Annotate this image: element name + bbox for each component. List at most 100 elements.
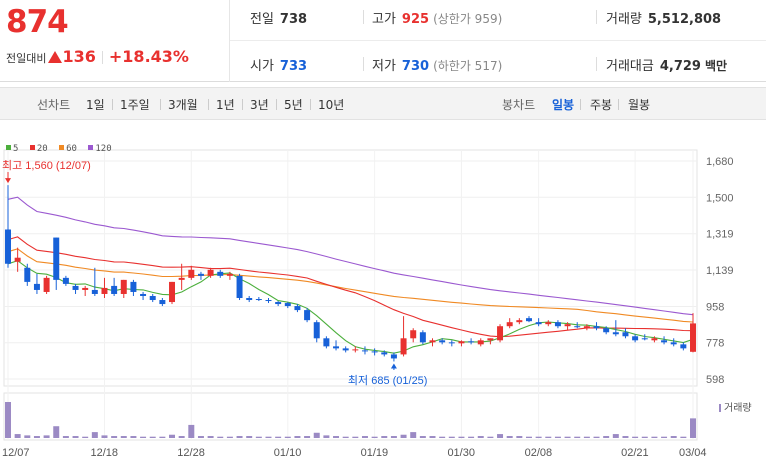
candle-body — [574, 326, 581, 328]
volume-bar — [265, 436, 272, 438]
candle-body — [188, 269, 195, 278]
high-value: 925 — [401, 12, 430, 27]
candle-body — [72, 285, 79, 290]
candle-body — [371, 351, 378, 353]
volume-bar — [535, 436, 542, 438]
volume-bar — [651, 436, 658, 438]
volume-bar — [333, 436, 340, 438]
volume-bar — [53, 426, 60, 438]
change-amount: 136 — [62, 47, 96, 66]
y-tick-label: 778 — [706, 338, 724, 350]
lower-limit: (하한가 517) — [433, 59, 503, 73]
tab-daily[interactable]: 일봉 — [552, 98, 575, 112]
tab-3m[interactable]: 3개월 — [168, 98, 198, 112]
candle-body — [390, 354, 397, 359]
tab-3y[interactable]: 3년 — [250, 98, 269, 112]
candle-body — [265, 300, 272, 302]
volume-bar — [439, 436, 446, 438]
volume-bar — [661, 436, 668, 438]
candle-body — [101, 287, 108, 294]
candle-body — [207, 269, 214, 276]
candle-body — [545, 322, 552, 325]
x-tick-label: 12/28 — [177, 447, 205, 459]
divider — [310, 99, 311, 110]
volume-bar — [120, 436, 127, 438]
candle-body — [169, 281, 176, 303]
divider — [596, 57, 597, 71]
volume-bar — [236, 436, 243, 438]
volume-bar — [101, 435, 108, 438]
candle-chart-label: 봉차트 — [502, 98, 536, 112]
price-summary: 874 전일대비 136 +18.43% — [0, 0, 230, 82]
prev-close-label: 전일 — [250, 12, 274, 27]
volume-bar — [419, 436, 426, 438]
candle-body — [429, 340, 436, 343]
volume-bar — [130, 436, 137, 438]
volume-bar — [33, 436, 40, 438]
tab-1d[interactable]: 1일 — [86, 98, 105, 112]
volume-bar — [169, 434, 176, 438]
volume-bar — [178, 436, 185, 438]
candle-body — [313, 322, 320, 339]
candle-body — [14, 257, 21, 262]
volume-bar — [246, 436, 253, 438]
candle-body — [111, 285, 118, 294]
volume-bar — [207, 436, 214, 438]
divider — [112, 99, 113, 110]
x-tick-label: 12/07 — [2, 447, 30, 459]
candle-body — [120, 279, 127, 294]
tab-monthly[interactable]: 월봉 — [628, 98, 651, 112]
legend-swatch — [59, 145, 65, 150]
upper-limit: (상한가 959) — [433, 12, 503, 26]
candle-body — [323, 338, 330, 347]
candle-body — [554, 322, 561, 327]
x-tick-label: 01/19 — [361, 447, 389, 459]
candle-body — [622, 332, 629, 337]
volume-bar — [680, 436, 687, 438]
volume-bar — [197, 436, 204, 438]
divider — [618, 99, 619, 110]
volume-bar — [545, 436, 552, 438]
open-price: 시가 733 — [250, 55, 307, 74]
candle-body — [217, 271, 224, 276]
y-tick-label: 598 — [706, 374, 724, 386]
volume: 거래량 5,512,808 — [606, 8, 721, 27]
max-arrow-head-icon — [5, 178, 11, 184]
candle-body — [690, 323, 696, 352]
line-chart-label: 선차트 — [37, 98, 71, 112]
tab-1y[interactable]: 1년 — [216, 98, 235, 112]
volume-bar — [62, 436, 69, 438]
volume-bar — [400, 434, 407, 438]
volume-bar — [342, 436, 349, 438]
volume-bar — [574, 436, 581, 438]
volume-bar — [275, 436, 282, 438]
divider — [363, 57, 364, 71]
tab-5y[interactable]: 5년 — [284, 98, 303, 112]
tab-weekly[interactable]: 주봉 — [590, 98, 613, 112]
tab-1w[interactable]: 1주일 — [120, 98, 150, 112]
volume-bar — [352, 436, 359, 438]
change-percent: +18.43% — [108, 47, 189, 66]
volume-bar — [593, 436, 600, 438]
candle-body — [525, 318, 532, 322]
candle-body — [24, 267, 31, 282]
candle-body — [564, 324, 571, 327]
candle-body — [506, 322, 513, 327]
volume-bar — [188, 424, 195, 438]
divider — [596, 10, 597, 24]
volume-bar — [82, 436, 89, 438]
candle-body — [53, 237, 60, 280]
high-label: 고가 — [372, 12, 396, 27]
volume-bar — [448, 436, 455, 438]
legend-ma120: 120 — [88, 144, 112, 154]
volume-bar — [622, 436, 629, 438]
ma20-line — [7, 236, 694, 338]
legend-ma20: 20 — [29, 144, 48, 154]
candle-body — [33, 283, 40, 290]
tab-10y[interactable]: 10년 — [318, 98, 345, 112]
candle-body — [651, 338, 658, 341]
volume-bar — [294, 436, 301, 438]
volume-bar — [91, 432, 98, 438]
legend-ma5: 5 — [6, 144, 18, 154]
y-tick-label: 958 — [706, 301, 724, 313]
